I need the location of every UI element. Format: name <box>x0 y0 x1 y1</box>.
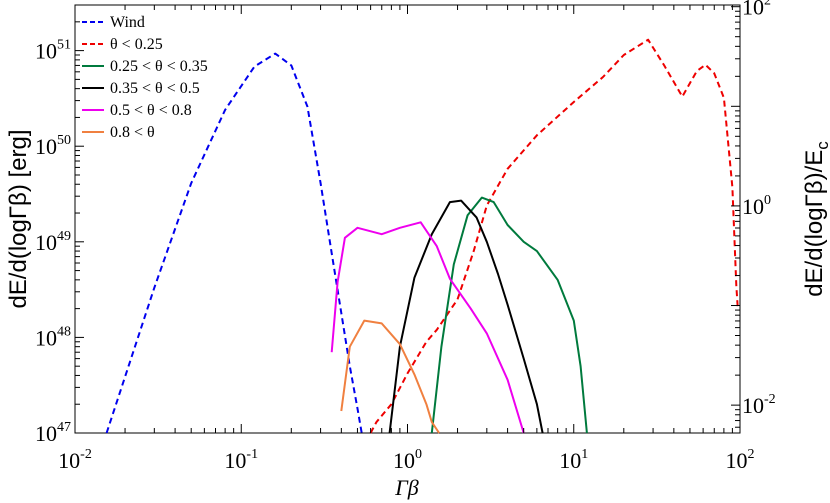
x-tick-label-2: 100 <box>393 447 422 473</box>
y2-tick-label-0-exp: -2 <box>764 392 776 407</box>
y-tick-label-4: 1051 <box>35 38 71 64</box>
y-tick-label-1: 1048 <box>35 324 71 350</box>
legend-label-0: Wind <box>110 14 145 31</box>
legend-label-4: 0.5 < θ < 0.8 <box>110 102 192 119</box>
series-line-5 <box>340 319 440 434</box>
x-tick-label-4-base: 10 <box>726 448 748 473</box>
y2-tick-label-0: 10-2 <box>742 392 776 418</box>
y2-tick-label-1: 100 <box>742 193 771 219</box>
y2-axis-title: dE/d(logΓβ)/Ec <box>801 141 830 297</box>
y-tick-label-3: 1050 <box>35 133 71 159</box>
y2-axis-title-main: dE/d(logΓβ)/E <box>801 150 828 297</box>
y2-tick-label-0-base: 10 <box>742 393 764 418</box>
x-tick-label-2-exp: 0 <box>415 447 422 462</box>
x-tick-label-0-base: 10 <box>58 448 80 473</box>
y-tick-label-2-base: 10 <box>35 230 57 255</box>
series-line-4 <box>330 221 525 434</box>
x-tick-label-3: 101 <box>559 447 588 473</box>
ticks <box>74 4 741 434</box>
y-tick-label-1-base: 10 <box>35 325 57 350</box>
y2-tick-label-2: 102 <box>742 0 771 20</box>
x-tick-label-0-exp: -2 <box>80 447 92 462</box>
series-line-2 <box>430 196 588 434</box>
y2-tick-label-1-base: 10 <box>742 194 764 219</box>
series-line-0 <box>105 52 363 434</box>
legend-label-5: 0.8 < θ <box>110 124 155 141</box>
x-tick-label-1-base: 10 <box>224 448 246 473</box>
y-tick-label-4-exp: 51 <box>57 38 71 53</box>
x-tick-label-3-base: 10 <box>559 448 581 473</box>
series-line-3 <box>388 199 544 434</box>
y-tick-label-4-base: 10 <box>35 39 57 64</box>
legend-label-3: 0.35 < θ < 0.5 <box>110 80 200 97</box>
x-tick-label-2-base: 10 <box>393 448 415 473</box>
y-tick-label-2-exp: 49 <box>57 229 71 244</box>
y-tick-label-0: 1047 <box>35 420 71 446</box>
legend-label-1: θ < 0.25 <box>110 36 163 53</box>
series-line-1 <box>369 38 739 434</box>
y-tick-label-2: 1049 <box>35 229 71 255</box>
y2-tick-label-2-base: 10 <box>742 0 764 20</box>
x-tick-label-0: 10-2 <box>58 447 92 473</box>
y-tick-label-0-base: 10 <box>35 421 57 446</box>
x-axis-title: Γβ <box>394 475 419 500</box>
x-tick-label-1: 10-1 <box>224 447 258 473</box>
y-tick-label-3-exp: 50 <box>57 133 71 148</box>
curves <box>105 38 739 434</box>
tick-labels: 10-2 10-1 100 101 1021047104810491050105110-… <box>35 0 776 473</box>
legend-label-2: 0.25 < θ < 0.35 <box>110 58 208 75</box>
y-axis-title: dE/d(logΓβ) [erg] <box>5 129 32 308</box>
y-tick-label-1-exp: 48 <box>57 324 71 339</box>
legend: Wind θ < 0.25 0.25 < θ < 0.35 0.35 < θ < 0.… <box>82 14 208 141</box>
y2-tick-label-1-exp: 0 <box>764 193 771 208</box>
y2-axis-title-sub: c <box>813 141 830 150</box>
y-tick-label-0-exp: 47 <box>57 420 71 435</box>
y2-tick-label-2-exp: 2 <box>764 0 771 9</box>
y-tick-label-3-base: 10 <box>35 134 57 159</box>
x-tick-label-4: 102 <box>726 447 755 473</box>
x-tick-label-1-exp: -1 <box>246 447 258 462</box>
x-tick-label-3-exp: 1 <box>581 447 588 462</box>
x-tick-label-4-exp: 2 <box>748 447 755 462</box>
